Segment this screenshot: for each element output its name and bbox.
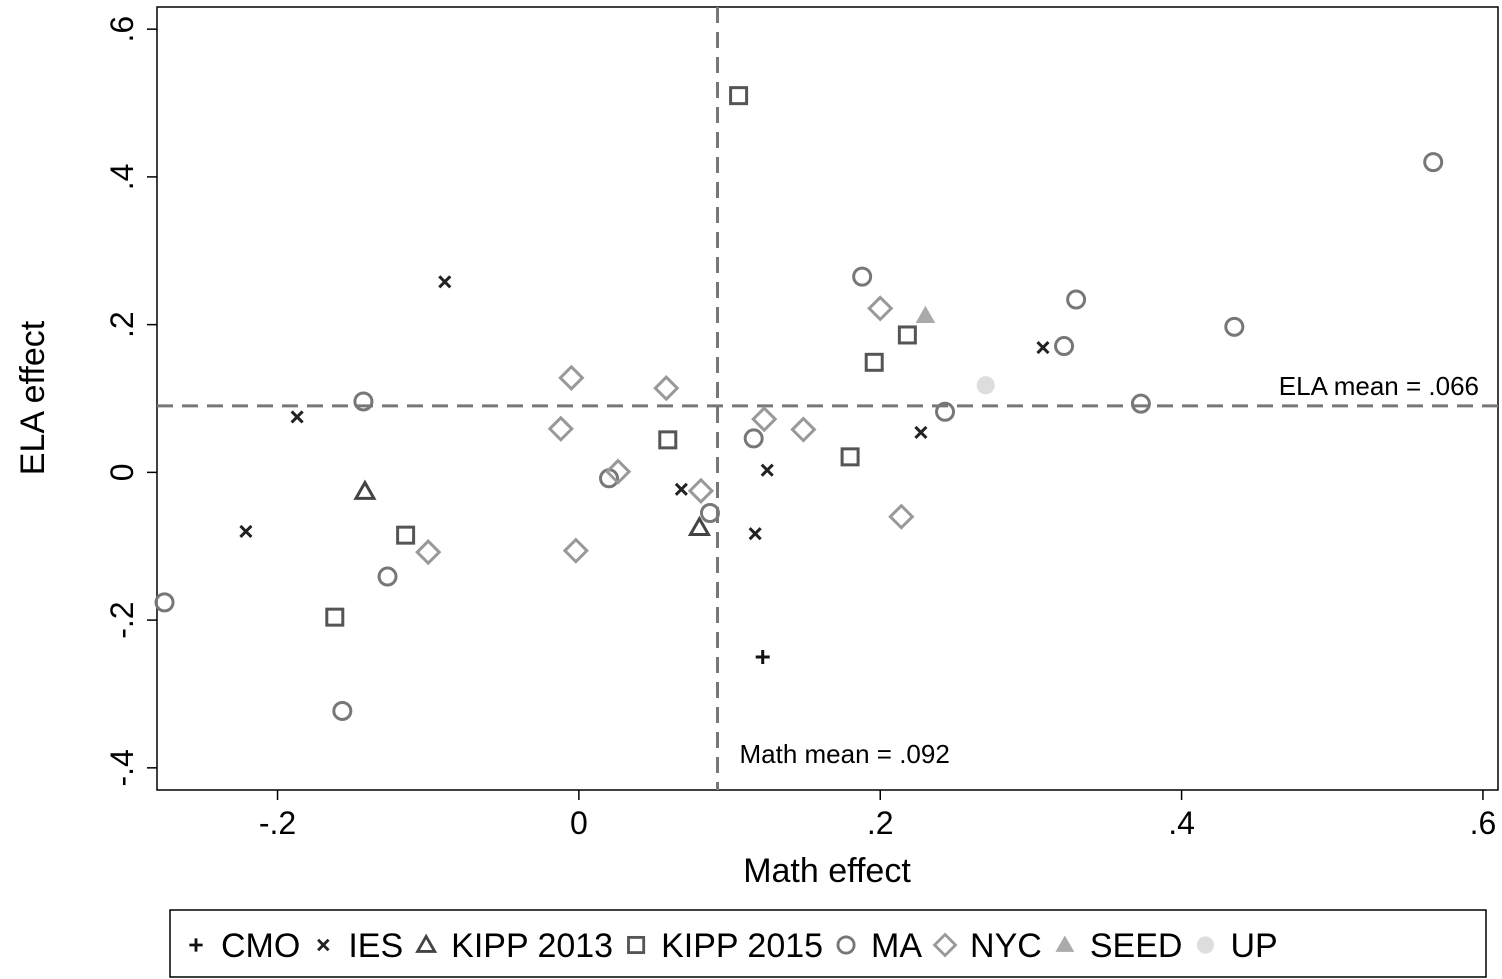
legend: CMO IES KIPP 2013 KIPP 2015 MA NYC SEED UP	[169, 909, 1487, 978]
legend-marker-cmo	[189, 938, 203, 952]
legend-label-ma: MA	[871, 927, 922, 965]
y-axis-title: ELA effect	[14, 320, 52, 475]
point-kipp-2015	[658, 430, 678, 450]
y-tick-label: -.2	[104, 601, 140, 638]
point-ies	[438, 275, 452, 289]
x-tick-label: .4	[1168, 805, 1195, 841]
point-ies	[674, 482, 688, 496]
x-tick-label: .6	[1470, 805, 1497, 841]
point-nyc	[415, 539, 442, 566]
point-ma	[699, 502, 720, 523]
point-ies	[290, 410, 304, 424]
y-axis: -.4 -.2 0 .2 .4 .6 ELA effect	[14, 16, 157, 787]
legend-label-seed: SEED	[1090, 927, 1183, 965]
legend-label-up: UP	[1230, 927, 1277, 965]
point-nyc	[562, 537, 589, 564]
legend-box	[169, 909, 1487, 978]
x-axis-title: Math effect	[743, 852, 911, 890]
point-ies	[748, 527, 762, 541]
point-nyc	[867, 295, 894, 322]
point-nyc	[751, 406, 778, 433]
point-kipp-2015	[396, 525, 416, 545]
point-ma	[377, 566, 398, 587]
legend-label-kipp-2015: KIPP 2015	[661, 927, 823, 965]
x-tick-label: -.2	[259, 805, 296, 841]
legend-marker-kipp-2013	[415, 933, 438, 953]
point-nyc	[653, 375, 680, 402]
point-kipp-2015	[864, 352, 884, 372]
point-ma	[1130, 393, 1151, 414]
point-ma	[1224, 316, 1245, 337]
point-ma	[1423, 152, 1444, 173]
point-kipp-2015	[325, 607, 345, 627]
plot-area	[156, 6, 1499, 791]
point-nyc	[888, 503, 915, 530]
y-tick-label: -.4	[104, 749, 140, 786]
point-ma	[353, 391, 374, 412]
legend-marker-seed	[1055, 935, 1075, 952]
point-ma	[935, 401, 956, 422]
legend-label-ies: IES	[348, 927, 403, 965]
point-kipp-2015	[729, 86, 749, 106]
legend-label-nyc: NYC	[970, 927, 1042, 965]
point-up	[976, 376, 995, 395]
legend-label-cmo: CMO	[221, 927, 300, 965]
y-tick-label: .6	[104, 16, 140, 43]
x-tick-label: .2	[867, 805, 894, 841]
data-points	[154, 86, 1444, 721]
point-ma	[743, 428, 764, 449]
legend-label-kipp-2013: KIPP 2013	[451, 927, 613, 965]
point-ies	[239, 524, 253, 539]
point-seed	[915, 305, 936, 324]
point-nyc	[604, 458, 632, 485]
point-ma	[1054, 336, 1075, 357]
legend-marker-up	[1196, 936, 1215, 954]
x-tick-label: 0	[570, 805, 588, 841]
reference-lines: Math mean = .092 ELA mean = .066	[157, 7, 1498, 790]
x-axis: -.2 0 .2 .4 .6 Math effect	[259, 790, 1496, 890]
point-ies	[1036, 340, 1050, 355]
legend-marker-kipp-2015	[627, 935, 646, 955]
y-tick-label: .4	[104, 164, 140, 191]
legend-marker-nyc	[932, 932, 958, 958]
point-ma	[852, 266, 873, 287]
point-ma	[154, 592, 175, 613]
point-ma	[332, 700, 353, 721]
y-tick-label: 0	[104, 463, 140, 481]
point-ies	[914, 425, 928, 440]
math-mean-label: Math mean = .092	[740, 739, 950, 769]
point-nyc	[558, 364, 585, 391]
point-ies	[760, 463, 774, 477]
legend-marker-ies	[317, 938, 330, 952]
ela-mean-label: ELA mean = .066	[1279, 371, 1479, 401]
point-cmo	[755, 650, 770, 665]
y-tick-label: .2	[104, 311, 140, 338]
point-nyc	[790, 416, 817, 443]
point-kipp-2013	[687, 515, 712, 537]
point-ma	[1066, 289, 1087, 310]
point-kipp-2015	[897, 325, 917, 345]
point-nyc	[547, 415, 574, 442]
point-kipp-2013	[353, 479, 377, 500]
point-nyc	[687, 477, 715, 504]
point-kipp-2015	[840, 447, 860, 467]
legend-marker-ma	[836, 935, 856, 955]
